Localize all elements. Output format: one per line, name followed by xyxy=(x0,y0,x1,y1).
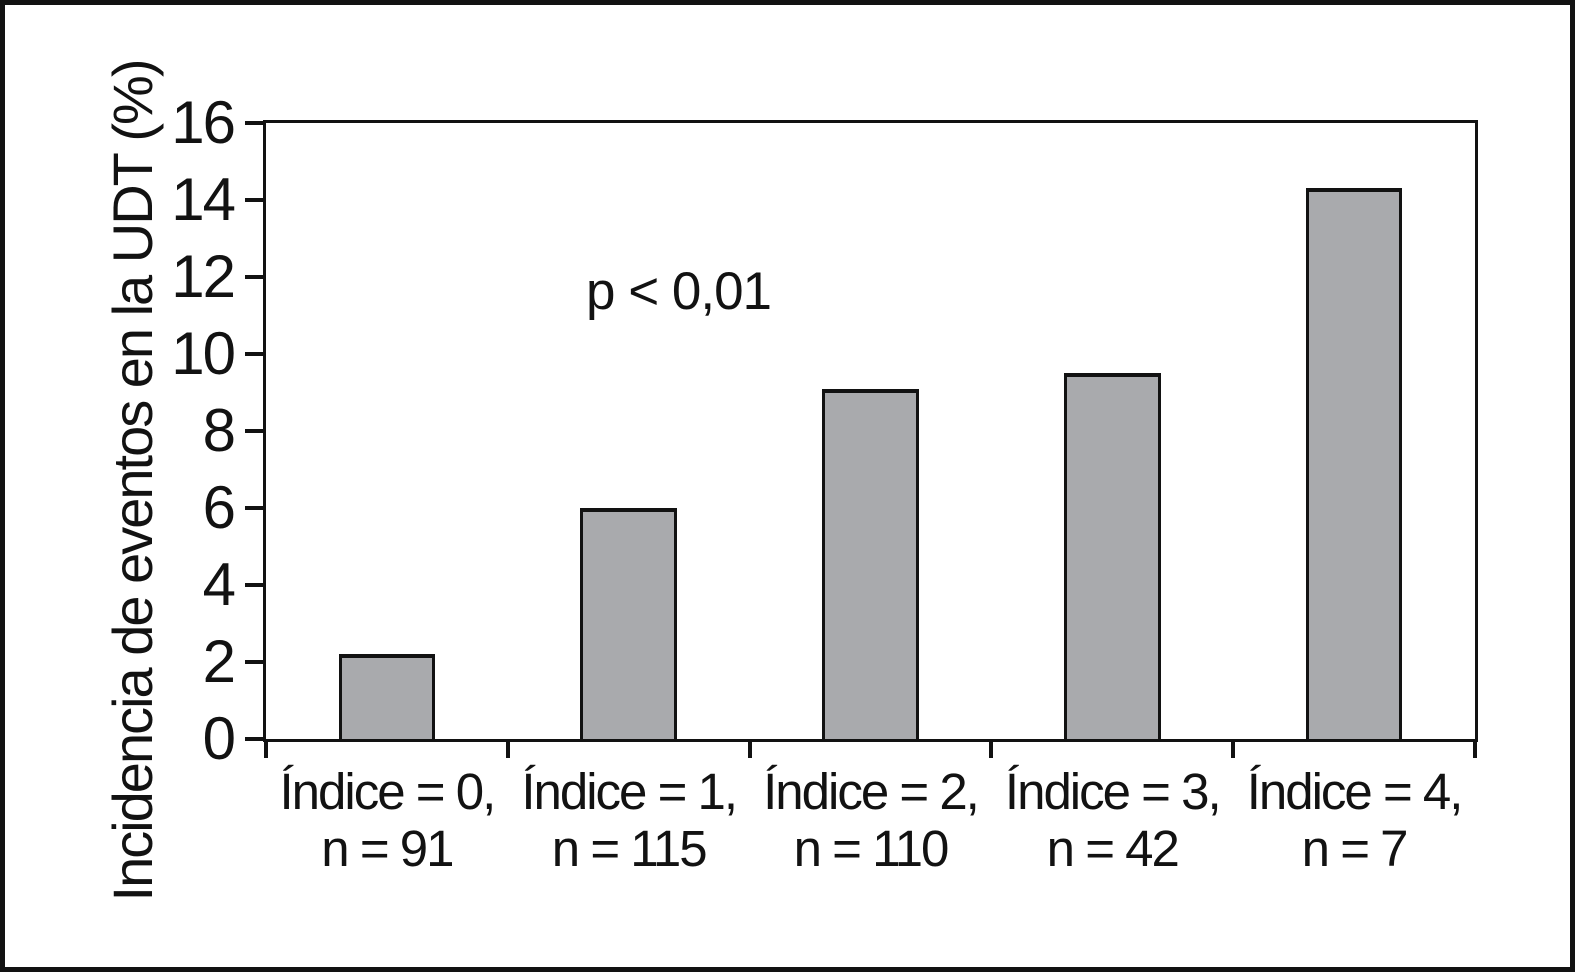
x-category-label-line: n = 115 xyxy=(551,820,708,878)
x-tick-mark xyxy=(747,739,752,758)
y-tick-label: 12 xyxy=(171,243,236,310)
y-tick-mark xyxy=(245,583,266,587)
y-tick-mark xyxy=(245,429,266,433)
x-tick-mark xyxy=(264,739,268,758)
y-tick-label: 2 xyxy=(202,628,236,695)
x-tick-mark xyxy=(505,739,510,758)
y-tick-label: 0 xyxy=(202,705,236,772)
x-tick-mark xyxy=(1473,739,1477,758)
y-tick-mark xyxy=(245,737,266,741)
bar-slot xyxy=(750,123,992,739)
x-category-label-line: n = 91 xyxy=(321,820,454,878)
x-category-label: Índice = 4, n = 7 xyxy=(1233,763,1475,877)
x-category-label: Índice = 1, n = 115 xyxy=(508,763,750,877)
bar-slot xyxy=(1233,123,1475,739)
y-tick-label: 4 xyxy=(202,551,236,618)
y-tick-mark xyxy=(245,506,266,510)
y-tick-label: 16 xyxy=(171,89,236,156)
y-tick-label: 6 xyxy=(202,474,236,541)
bar-slot xyxy=(508,123,750,739)
x-category-label-line: Índice = 4, xyxy=(1246,763,1464,820)
x-category-label-line: Índice = 1, xyxy=(521,763,738,820)
x-category-label-line: Índice = 2, xyxy=(763,763,980,820)
y-tick-mark xyxy=(245,275,266,279)
bar xyxy=(822,388,919,739)
plot-area: p < 0,01 0 2 4 6 8 10 12 14 16 Índice = 0, n = 91 Í… xyxy=(171,93,1478,877)
x-tick-mark xyxy=(989,739,994,758)
x-category-label: Índice = 2, n = 110 xyxy=(750,763,992,877)
x-category-label: Índice = 3, n = 42 xyxy=(991,763,1233,877)
x-category-label: Índice = 0, n = 91 xyxy=(266,763,508,877)
y-tick-mark xyxy=(245,121,266,125)
bar xyxy=(580,508,678,739)
bar xyxy=(1063,373,1161,739)
x-tick-mark xyxy=(1231,739,1236,758)
bar xyxy=(1305,188,1403,739)
y-tick-mark xyxy=(245,660,266,664)
y-tick-mark xyxy=(245,198,266,202)
y-tick-mark xyxy=(245,352,266,356)
y-tick-label: 10 xyxy=(171,320,236,387)
y-tick-label: 14 xyxy=(171,166,236,233)
x-category-label-line: n = 42 xyxy=(1046,820,1180,878)
bar-slot xyxy=(991,123,1233,739)
bar xyxy=(338,654,436,739)
p-value-annotation: p < 0,01 xyxy=(586,262,772,321)
x-category-label-line: n = 7 xyxy=(1301,820,1409,878)
x-category-label-line: n = 110 xyxy=(793,820,950,878)
x-category-label-line: Índice = 0, xyxy=(279,763,497,820)
x-category-label-line: Índice = 3, xyxy=(1004,763,1222,820)
y-axis-title: Incidencia de eventos en la UDT (%) xyxy=(101,60,164,902)
bar-slot xyxy=(266,123,508,739)
y-tick-label: 8 xyxy=(202,397,236,464)
